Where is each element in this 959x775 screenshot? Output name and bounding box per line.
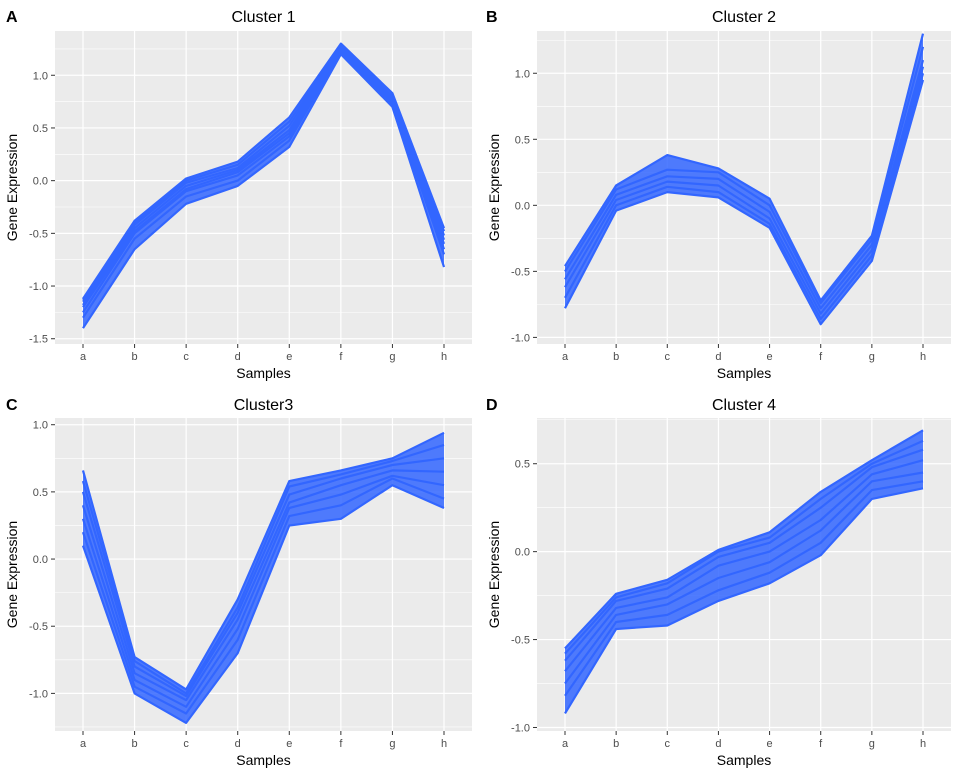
y-tick-label: 0.5 (33, 487, 48, 499)
x-tick-label: h (920, 351, 926, 363)
x-tick-label: e (767, 738, 773, 750)
x-tick-label: d (235, 351, 241, 363)
panel-c: 1.0 0.5 0.0 -0.5 -1.0 a b c d e f g h Cluster3 C Sample… (4, 397, 472, 768)
y-tick-label: 0.0 (33, 554, 48, 566)
series-band (565, 33, 923, 325)
y-tick-label: 1.0 (515, 68, 530, 80)
x-tick-label: b (613, 351, 619, 363)
x-tick-label: c (183, 351, 189, 363)
y-tick-label: -0.5 (29, 228, 48, 240)
x-tick-label: h (920, 738, 926, 750)
chart-title: Cluster3 (234, 397, 294, 414)
x-tick-label: f (819, 738, 823, 750)
x-tick-label: h (441, 351, 447, 363)
y-tick-label: 0.5 (515, 459, 530, 471)
x-tick-label: h (441, 738, 447, 750)
x-tick-label: a (562, 738, 569, 750)
y-tick-label: -1.0 (29, 688, 48, 700)
x-tick-label: b (132, 738, 138, 750)
panel-a: 1.0 0.5 0.0 -0.5 -1.0 -1.5 a b c d e f g h Cluster 1 A S… (4, 9, 472, 381)
x-tick-label: a (562, 351, 569, 363)
series-line (81, 484, 445, 725)
y-tick-label: -0.5 (511, 635, 530, 647)
x-tick-label: a (80, 738, 87, 750)
x-tick-label: e (286, 351, 292, 363)
panel-label: A (6, 9, 18, 26)
x-tick-label: g (869, 351, 875, 363)
y-tick-label: 1.0 (33, 420, 48, 432)
x-tick-label: b (613, 738, 619, 750)
chart-title: Cluster 1 (231, 9, 295, 26)
panel-label: D (486, 397, 498, 414)
x-tick-label: c (665, 351, 671, 363)
x-tick-label: g (389, 351, 395, 363)
y-tick-label: 0.5 (33, 123, 48, 135)
y-tick-label: 0.0 (33, 176, 48, 188)
y-axis-label: Gene Expression (4, 134, 20, 241)
x-tick-label: g (389, 738, 395, 750)
x-tick-label: d (235, 738, 241, 750)
x-axis-label: Samples (236, 752, 290, 768)
x-tick-label: b (132, 351, 138, 363)
y-tick-label: -1.0 (511, 332, 530, 344)
series-band (83, 432, 444, 723)
x-axis-label: Samples (717, 752, 771, 768)
y-axis-label: Gene Expression (486, 134, 502, 241)
y-tick-label: -0.5 (511, 266, 530, 278)
x-tick-label: e (286, 738, 292, 750)
series-line (564, 79, 925, 326)
series-band (565, 430, 923, 714)
y-axis-label: Gene Expression (4, 521, 20, 628)
y-tick-label: 1.0 (33, 70, 48, 82)
panel-label: B (486, 9, 498, 26)
y-tick-label: 0.5 (515, 134, 530, 146)
x-tick-label: d (715, 738, 721, 750)
x-tick-label: f (819, 351, 823, 363)
x-tick-label: d (715, 351, 721, 363)
y-tick-label: -1.5 (29, 334, 48, 346)
panel-label: C (6, 397, 18, 414)
plot-background (55, 31, 472, 344)
chart-title: Cluster 4 (712, 397, 776, 414)
chart-title: Cluster 2 (712, 9, 776, 26)
y-tick-label: -1.0 (29, 281, 48, 293)
panel-b: 1.0 0.5 0.0 -0.5 -1.0 a b c d e f g h Cluster 2 B Sampl… (486, 9, 951, 381)
x-axis-label: Samples (236, 365, 290, 381)
x-tick-label: g (869, 738, 875, 750)
y-axis-label: Gene Expression (486, 521, 502, 628)
x-tick-label: c (183, 738, 189, 750)
panel-d: 0.5 0.0 -0.5 -1.0 a b c d e f g h Cluster 4 D Samples G… (486, 397, 951, 768)
y-tick-label: -0.5 (29, 621, 48, 633)
x-tick-label: f (339, 351, 343, 363)
x-axis-label: Samples (717, 365, 771, 381)
x-tick-label: a (80, 351, 87, 363)
x-tick-label: f (339, 738, 343, 750)
x-tick-label: c (665, 738, 671, 750)
y-tick-label: -1.0 (511, 722, 530, 734)
y-tick-label: 0.0 (515, 200, 530, 212)
y-tick-label: 0.0 (515, 547, 530, 559)
x-tick-label: e (767, 351, 773, 363)
